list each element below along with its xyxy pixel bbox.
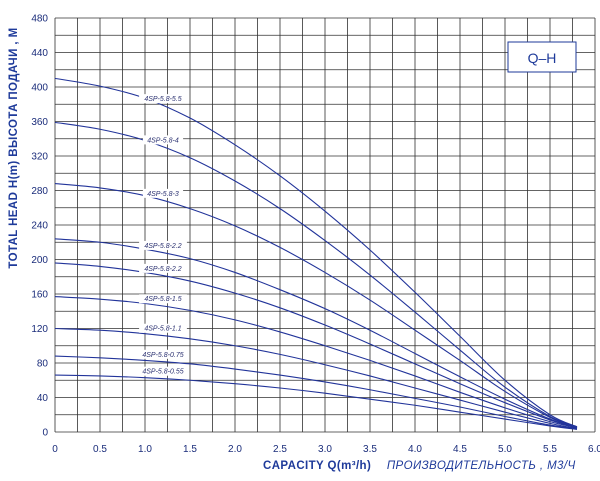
- series-label-bg: [139, 94, 187, 104]
- x-tick-label: 2.5: [273, 444, 287, 455]
- y-tick-label: 200: [31, 255, 48, 266]
- x-tick-label: 0.5: [93, 444, 107, 455]
- series-line: [54, 121, 578, 428]
- series-line: [54, 77, 578, 428]
- series-curves: [54, 77, 578, 430]
- x-axis-label: CAPACITY Q(m³/h): [263, 460, 371, 472]
- series-label-bg: [139, 263, 187, 273]
- series-line: [54, 262, 578, 429]
- chart-title: Q–H: [528, 50, 557, 66]
- x-tick-label: 5.0: [498, 444, 512, 455]
- y-tick-label: 240: [31, 221, 48, 232]
- series-line: [54, 374, 578, 430]
- x-axis-label-group: CAPACITY Q(m³/h) ПРОИЗВОДИТЕЛЬНОСТЬ , М3…: [263, 460, 576, 472]
- y-tick-label: 0: [42, 428, 48, 439]
- x-tick-label: 4.5: [453, 444, 467, 455]
- series-label-bg: [139, 294, 187, 304]
- grid: [54, 17, 596, 433]
- series-label-bg: [139, 323, 187, 333]
- x-tick-label: 2.0: [228, 444, 242, 455]
- x-tick-label: 1.5: [183, 444, 197, 455]
- series-line: [54, 296, 578, 429]
- series-label-bg: [137, 366, 189, 376]
- series-label: 4SP-5.8-2.2: [144, 243, 181, 250]
- y-tick-label: 360: [31, 117, 48, 128]
- series-label: 4SP-5.8-1.5: [144, 296, 181, 303]
- series-line: [54, 355, 578, 430]
- series-line: [54, 183, 578, 429]
- x-tick-label: 3.5: [363, 444, 377, 455]
- y-axis-ticks: 0 40 80 120 160 200 240 280 320 360 400 440 480: [31, 14, 48, 439]
- chart-title-badge: Q–H: [507, 41, 577, 73]
- series-label-bg: [137, 349, 189, 359]
- x-tick-label: 6.0: [588, 444, 600, 455]
- series-label: 4SP-5.8-3: [147, 191, 179, 198]
- x-axis-label-ru: ПРОИЗВОДИТЕЛЬНОСТЬ , М3/Ч: [387, 460, 576, 472]
- y-tick-label: 160: [31, 290, 48, 301]
- y-tick-label: 440: [31, 48, 48, 59]
- x-tick-label: 5.5: [543, 444, 557, 455]
- series-label-bg: [142, 188, 184, 198]
- series-line: [54, 327, 578, 430]
- y-tick-label: 400: [31, 83, 48, 94]
- y-tick-label: 120: [31, 324, 48, 335]
- series-label: 4SP-5.8-5.5: [144, 96, 181, 103]
- y-tick-label: 40: [37, 393, 49, 404]
- y-axis-label: TOTAL HEAD H(m) ВЫСОТА ПОДАЧИ , М: [8, 27, 20, 268]
- series-labels: 4SP-5.8-5.5 4SP-5.8-4 4SP-5.8-3 4SP-5.8-2.2…: [137, 94, 189, 376]
- series-label: 4SP-5.8-0.75: [142, 352, 183, 359]
- x-tick-label: 1.0: [138, 444, 152, 455]
- series-label-bg: [142, 135, 184, 145]
- y-tick-label: 280: [31, 186, 48, 197]
- x-axis-ticks: 0 0.5 1.0 1.5 2.0 2.5 3.0 3.5 4.0 4.5 5.0 5.5 6.0: [52, 444, 600, 455]
- x-tick-label: 4.0: [408, 444, 422, 455]
- series-label: 4SP-5.8-0.55: [142, 369, 183, 376]
- y-tick-label: 80: [37, 359, 49, 370]
- series-label: 4SP-5.8-4: [147, 137, 179, 144]
- x-tick-label: 0: [52, 444, 58, 455]
- y-tick-label: 480: [31, 14, 48, 25]
- x-tick-label: 3.0: [318, 444, 332, 455]
- series-label: 4SP-5.8-1.1: [144, 326, 181, 333]
- series-label: 4SP-5.8-2.2: [144, 266, 181, 273]
- series-label-bg: [139, 240, 187, 250]
- y-tick-label: 320: [31, 152, 48, 163]
